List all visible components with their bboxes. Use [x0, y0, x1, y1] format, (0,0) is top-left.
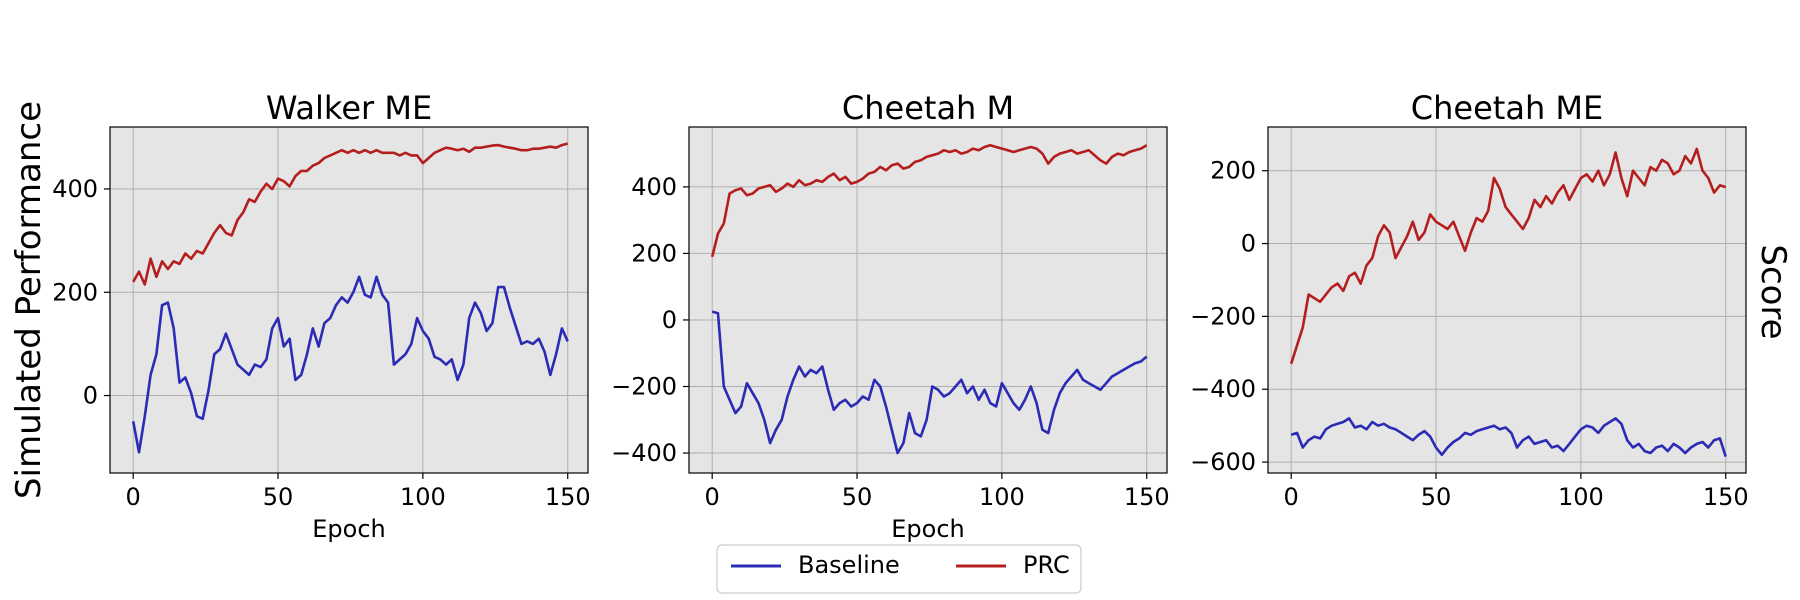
- y-tick-label: 200: [52, 278, 98, 306]
- series-line-prc: [1289, 147, 1727, 365]
- y-tick-label: 400: [631, 173, 677, 201]
- legend: Baseline PRC: [716, 544, 1082, 594]
- series-line-prc: [710, 144, 1148, 258]
- series-line-baseline: [711, 310, 1148, 455]
- x-tick-label: 150: [545, 483, 591, 511]
- series-line-baseline: [1290, 417, 1727, 457]
- legend-frame: [716, 544, 1082, 594]
- x-tick-label: 0: [126, 483, 141, 511]
- legend-prc-label: PRC: [1023, 551, 1070, 579]
- x-tick-label: 0: [705, 483, 720, 511]
- chart-title: Cheetah ME: [1411, 89, 1603, 127]
- figure-ylabel-right: Score: [1753, 244, 1793, 339]
- y-tick-label: 400: [52, 175, 98, 203]
- y-tick-label: 0: [1241, 230, 1256, 258]
- legend-baseline-label: Baseline: [798, 551, 900, 579]
- y-tick-label: 200: [631, 239, 677, 267]
- y-tick-label: −400: [611, 439, 677, 467]
- x-tick-label: 0: [1284, 483, 1299, 511]
- plot-frame: [109, 126, 589, 474]
- chart-panel-2: 0 50 100 150 −400 −200 0 200 400 Cheetah M Epoch: [611, 89, 1170, 543]
- x-tick-label: 50: [263, 483, 294, 511]
- chart-title: Walker ME: [266, 89, 432, 127]
- chart-panel-1: 0 50 100 150 0 200 400 Walker ME Epoch: [52, 89, 590, 543]
- plot-background: [689, 127, 1167, 473]
- plot-background: [1268, 127, 1746, 473]
- x-axis-label: Epoch: [312, 515, 386, 543]
- x-tick-label: 150: [1124, 483, 1170, 511]
- plot-frame: [1267, 126, 1747, 474]
- x-tick-label: 50: [842, 483, 873, 511]
- y-tick-label: −400: [1190, 375, 1256, 403]
- x-tick-label: 50: [1421, 483, 1452, 511]
- chart-panel-3: 0 50 100 150 −600 −400 −200 0 200 Cheetah ME: [1190, 89, 1749, 511]
- y-tick-label: 0: [83, 382, 98, 410]
- y-tick-label: −200: [611, 373, 677, 401]
- x-axis-label: Epoch: [891, 515, 965, 543]
- y-tick-label: 0: [662, 306, 677, 334]
- y-tick-label: −600: [1190, 448, 1256, 476]
- series-line-baseline: [131, 275, 569, 454]
- plot-frame: [688, 126, 1168, 474]
- x-tick-label: 150: [1703, 483, 1749, 511]
- y-tick-label: 200: [1210, 157, 1256, 185]
- figure-ylabel-left: Simulated Performance: [9, 101, 49, 499]
- series-line-prc: [132, 142, 569, 286]
- chart-title: Cheetah M: [842, 89, 1014, 127]
- x-tick-label: 100: [979, 483, 1025, 511]
- x-tick-label: 100: [1558, 483, 1604, 511]
- x-tick-label: 100: [400, 483, 446, 511]
- y-tick-label: −200: [1190, 302, 1256, 330]
